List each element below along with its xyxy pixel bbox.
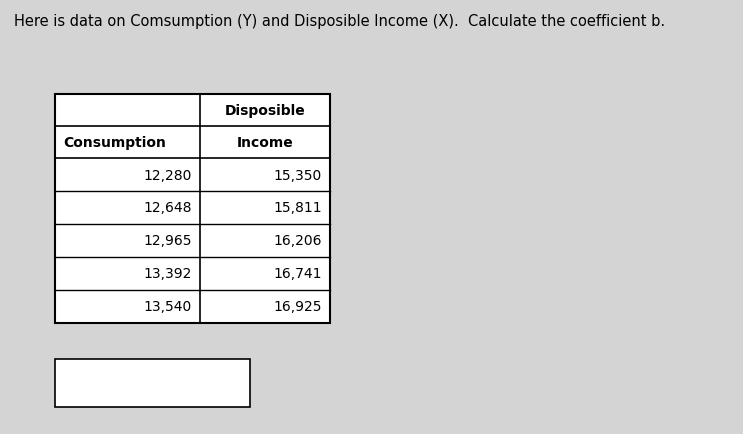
Text: 12,280: 12,280 bbox=[143, 168, 192, 182]
Text: Disposible: Disposible bbox=[224, 104, 305, 118]
Text: 13,540: 13,540 bbox=[143, 300, 192, 314]
Text: Here is data on Comsumption (Y) and Disposible Income (X).  Calculate the coeffi: Here is data on Comsumption (Y) and Disp… bbox=[14, 14, 665, 29]
Text: 16,741: 16,741 bbox=[273, 267, 322, 281]
Text: Income: Income bbox=[236, 136, 293, 150]
Text: Consumption: Consumption bbox=[63, 136, 166, 150]
Text: 16,925: 16,925 bbox=[273, 300, 322, 314]
Text: 15,811: 15,811 bbox=[273, 201, 322, 215]
Text: 12,648: 12,648 bbox=[143, 201, 192, 215]
Text: 15,350: 15,350 bbox=[273, 168, 322, 182]
Text: 16,206: 16,206 bbox=[273, 234, 322, 248]
Text: 13,392: 13,392 bbox=[143, 267, 192, 281]
Text: 12,965: 12,965 bbox=[143, 234, 192, 248]
